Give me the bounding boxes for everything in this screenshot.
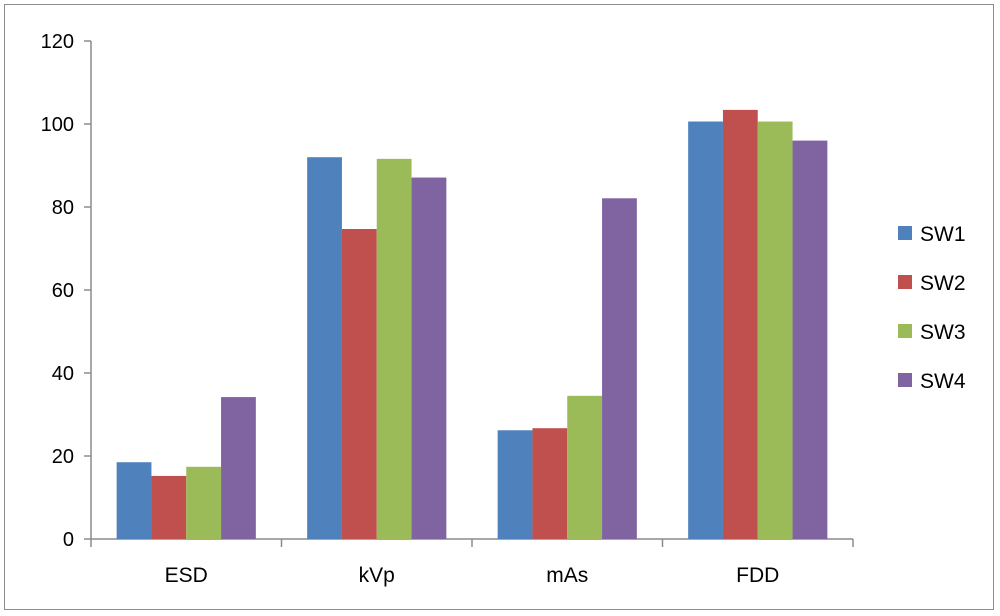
bar-sw1-esd xyxy=(116,462,152,539)
legend-swatch xyxy=(898,275,912,289)
bar-sw2-kvp xyxy=(341,228,377,539)
bar-sw1-fdd xyxy=(688,121,723,539)
bar-sw3-mas xyxy=(567,395,603,539)
bar-sw4-esd xyxy=(221,397,256,539)
x-category-label: FDD xyxy=(736,564,779,587)
legend-label: SW4 xyxy=(920,370,966,393)
legend: SW1 SW2 SW3 SW4 xyxy=(898,223,966,393)
bar-sw3-fdd xyxy=(757,121,793,539)
bar-sw2-mas xyxy=(532,428,568,539)
bar-sw2-fdd xyxy=(722,109,758,539)
y-tick-label: 120 xyxy=(41,31,74,53)
y-tick-label: 100 xyxy=(41,114,74,136)
y-tick-label: 0 xyxy=(63,529,74,551)
bar-sw4-fdd xyxy=(792,140,828,539)
bar-sw1-kvp xyxy=(307,157,342,539)
y-tick-label: 40 xyxy=(52,363,74,385)
bar-sw3-esd xyxy=(186,466,222,539)
bar-sw2-esd xyxy=(151,475,187,539)
legend-label: SW3 xyxy=(920,321,966,344)
y-tick-label: 60 xyxy=(52,280,74,302)
y-tick-label: 80 xyxy=(52,197,74,219)
bar-sw4-mas xyxy=(602,198,637,539)
legend-label: SW1 xyxy=(920,223,966,246)
bars xyxy=(116,109,828,540)
bar-sw4-kvp xyxy=(411,177,447,539)
bar-sw3-kvp xyxy=(376,158,412,540)
x-axis: ESD kVp mAs FDD xyxy=(90,538,854,587)
legend-swatch xyxy=(898,324,912,338)
bar-sw1-mas xyxy=(497,430,533,539)
legend-swatch xyxy=(898,226,912,240)
y-axis: 0 20 40 60 80 100 120 xyxy=(41,31,92,551)
x-category-label: ESD xyxy=(165,564,208,587)
x-category-label: kVp xyxy=(359,564,395,587)
x-category-label: mAs xyxy=(546,564,588,587)
legend-label: SW2 xyxy=(920,272,966,295)
y-tick-label: 20 xyxy=(52,446,74,468)
legend-swatch xyxy=(898,373,912,387)
